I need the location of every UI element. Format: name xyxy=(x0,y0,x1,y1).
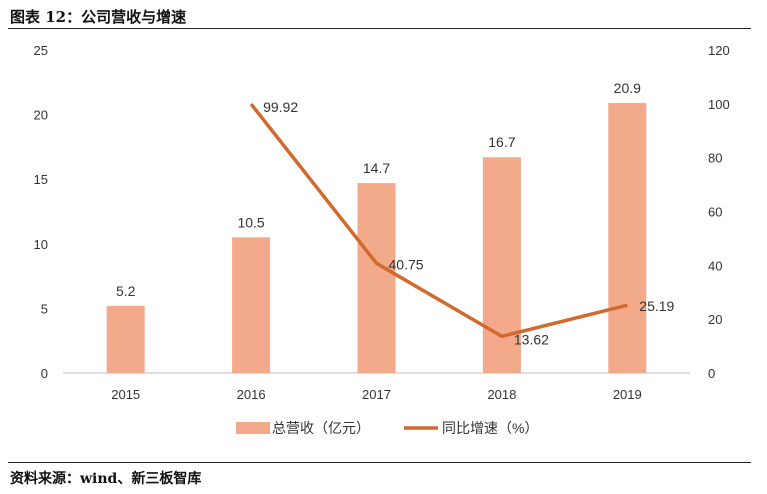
line-value-label: 40.75 xyxy=(389,256,424,272)
right-axis-tick-label: 60 xyxy=(708,205,722,220)
left-axis-tick-label: 25 xyxy=(34,43,48,58)
left-y-axis: 0 5 10 15 20 25 xyxy=(34,43,48,381)
right-axis-tick-label: 0 xyxy=(708,366,715,381)
bar xyxy=(608,102,647,374)
x-axis-tick-label: 2016 xyxy=(237,387,266,402)
x-axis-ticks: 2015 2016 2017 2018 2019 xyxy=(111,387,642,402)
bar xyxy=(232,237,271,373)
bar-value-label: 10.5 xyxy=(237,214,264,230)
legend: 总营收（亿元） 同比增速（%） xyxy=(236,420,538,436)
bar-value-label: 20.9 xyxy=(614,80,641,96)
bottom-rule xyxy=(8,462,751,463)
left-axis-tick-label: 20 xyxy=(34,108,48,123)
left-axis-tick-label: 5 xyxy=(41,301,48,316)
x-axis-tick-label: 2015 xyxy=(111,387,140,402)
bar-value-label: 14.7 xyxy=(363,160,390,176)
line-value-label: 25.19 xyxy=(639,298,674,314)
right-axis-tick-label: 80 xyxy=(708,151,722,166)
bar xyxy=(357,183,396,373)
legend-bar-swatch xyxy=(236,422,270,434)
right-axis-tick-label: 100 xyxy=(708,97,730,112)
bar-value-label: 16.7 xyxy=(488,134,515,150)
right-axis-tick-label: 40 xyxy=(708,258,722,273)
growth-line xyxy=(249,102,628,339)
x-axis-tick-label: 2018 xyxy=(487,387,516,402)
bar xyxy=(106,305,145,373)
legend-line-label: 同比增速（%） xyxy=(442,420,538,436)
right-axis-tick-label: 20 xyxy=(708,312,722,327)
legend-bar-label: 总营收（亿元） xyxy=(272,420,370,436)
x-axis-tick-label: 2017 xyxy=(362,387,391,402)
right-axis-tick-label: 120 xyxy=(708,43,730,58)
line-series: 99.92 40.75 13.62 25.19 xyxy=(249,99,675,347)
x-axis-tick-label: 2019 xyxy=(613,387,642,402)
line-value-label: 13.62 xyxy=(514,331,549,347)
line-value-label: 99.92 xyxy=(263,99,298,115)
left-axis-tick-label: 10 xyxy=(34,237,48,252)
bar-series: 5.2 10.5 14.7 16.7 20.9 xyxy=(106,80,647,374)
left-axis-tick-label: 15 xyxy=(34,172,48,187)
bar-value-label: 5.2 xyxy=(116,283,136,299)
source-note: 资料来源：wind、新三板智库 xyxy=(10,471,202,487)
figure-caption: 图表 12：公司营收与增速 xyxy=(10,8,187,26)
left-axis-tick-label: 0 xyxy=(41,366,48,381)
top-rule xyxy=(8,28,751,29)
right-y-axis: 0 20 40 60 80 100 120 xyxy=(708,43,730,381)
